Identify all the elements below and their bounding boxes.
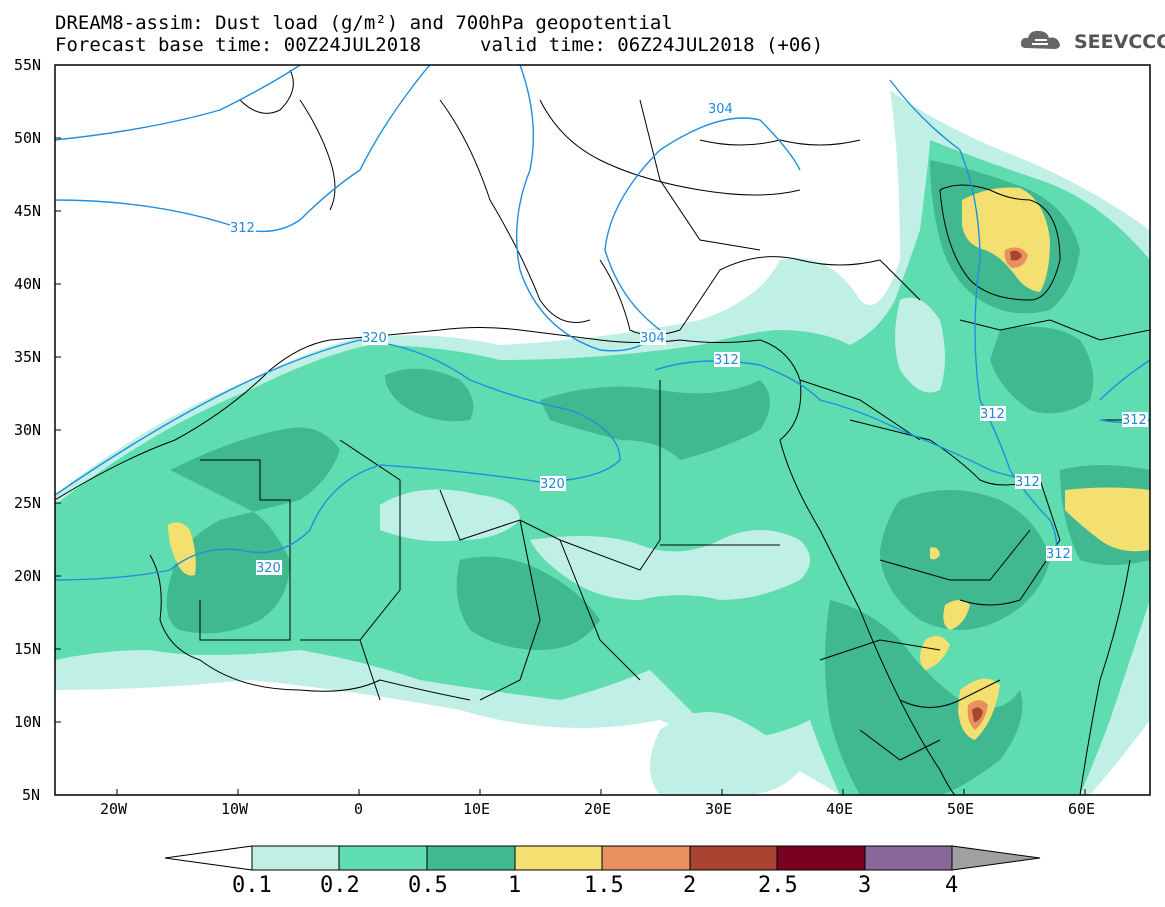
svg-text:320: 320 [256,561,281,576]
colorbar-bin [776,845,866,871]
cloud-icon [1020,30,1060,49]
lat-label: 10N [14,713,41,731]
svg-text:312: 312 [714,353,739,368]
lat-label: 30N [14,421,41,439]
map-canvas: 304 312 304 320 312 320 320 312 312 312 … [55,65,1150,795]
colorbar-label: 4 [945,873,958,898]
colorbar-over-triangle [951,845,1041,871]
lon-label: 10W [221,800,249,818]
lon-label: 10E [463,800,490,818]
dust-field-2-2.5-b [972,707,983,722]
colorbar-label: 0.2 [320,873,360,898]
contour-label: 312 [1122,412,1148,428]
colorbar [164,845,1041,871]
colorbar-labels: 0.1 0.2 0.5 1 1.5 2 2.5 3 4 [232,873,958,898]
lat-label: 15N [14,640,41,658]
svg-text:304: 304 [640,331,665,346]
colorbar-bin [864,845,953,871]
contour-label: 320 [540,476,566,492]
dust-field-high-8 [825,600,1023,795]
logo-text: SEEVCCC [1074,31,1165,53]
colorbar-label: 2.5 [758,873,798,898]
colorbar-label: 0.5 [408,873,448,898]
contour-label: 312 [1015,474,1041,490]
svg-text:312: 312 [1046,547,1071,562]
contour-label: 320 [256,560,282,576]
svg-text:312: 312 [230,221,255,236]
seevccc-logo: SEEVCCC [1018,26,1165,56]
longitude-axis [116,789,1086,795]
dust-field-1-1.5-b [1065,487,1150,552]
colorbar-bin [514,845,603,871]
colorbar-bin [426,845,516,871]
dust-field-1-1.5-c [168,522,196,576]
lon-label: 40E [826,800,853,818]
lat-label: 50N [14,129,41,147]
coastlines-and-borders [55,69,1150,795]
valid-time: valid time: 06Z24JUL2018 (+06) [480,34,824,56]
contour-label: 312 [230,220,256,236]
colorbar-label: 1 [508,873,521,898]
contour-label: 320 [362,330,388,346]
contour-label: 312 [714,352,740,368]
lat-label: 5N [22,786,40,804]
lat-label: 20N [14,567,41,585]
svg-text:312: 312 [1015,475,1040,490]
colorbar-label: 3 [858,873,871,898]
dust-field-high-3 [166,427,340,634]
svg-text:312: 312 [980,407,1005,422]
dust-field-1-1.5-d [943,600,970,630]
dust-field-1-1.5-g [930,547,940,560]
colorbar-bin [251,845,340,871]
colorbar-label: 0.1 [232,873,272,898]
svg-text:320: 320 [362,331,387,346]
colorbar-label: 2 [683,873,696,898]
dust-field-high-5 [880,490,1050,630]
map-title: DREAM8-assim: Dust load (g/m²) and 700hP… [55,12,673,34]
colorbar-bin [338,845,428,871]
contour-label: 312 [1046,546,1072,562]
latitude-axis [55,64,61,796]
lon-label: 20E [584,800,611,818]
dust-field-high-7 [990,326,1094,414]
lon-label: 20W [100,800,128,818]
svg-text:304: 304 [708,102,733,117]
dust-field-gap-4 [895,297,945,393]
contour-label: 304 [640,330,666,346]
colorbar-bin [601,845,691,871]
dust-field-high-2 [540,380,770,460]
longitude-labels: 20W 10W 0 10E 20E 30E 40E 50E 60E [100,800,1095,818]
dust-field-gap-1 [530,530,810,600]
colorbar-under-triangle [164,845,253,871]
lon-label: 30E [705,800,732,818]
dust-field-1-1.5-a [962,187,1050,292]
colorbar-label: 1.5 [584,873,624,898]
forecast-base-time: Forecast base time: 00Z24JUL2018 [55,34,422,56]
svg-text:320: 320 [540,477,565,492]
lon-label: 50E [947,800,974,818]
contour-label: 304 [708,101,734,117]
dust-field-2-2.5-a [1010,250,1022,261]
lat-label: 25N [14,494,41,512]
dust-field-1-1.5-e [920,636,950,670]
lat-label: 40N [14,275,41,293]
contour-label: 312 [980,406,1006,422]
lon-label: 60E [1068,800,1095,818]
dust-field-high-4 [456,556,600,650]
lat-label: 45N [14,202,41,220]
colorbar-bin [689,845,778,871]
dust-field-gap-3 [650,712,800,795]
dust-field-high-1 [385,368,474,422]
latitude-labels: 55N 50N 45N 40N 35N 30N 25N 20N 15N 10N … [14,56,41,804]
lat-label: 35N [14,348,41,366]
lat-label: 55N [14,56,41,74]
contour-labels: 304 312 304 320 312 320 320 312 312 312 … [230,101,1148,576]
lon-label: 0 [354,800,363,818]
svg-text:312: 312 [1122,413,1147,428]
